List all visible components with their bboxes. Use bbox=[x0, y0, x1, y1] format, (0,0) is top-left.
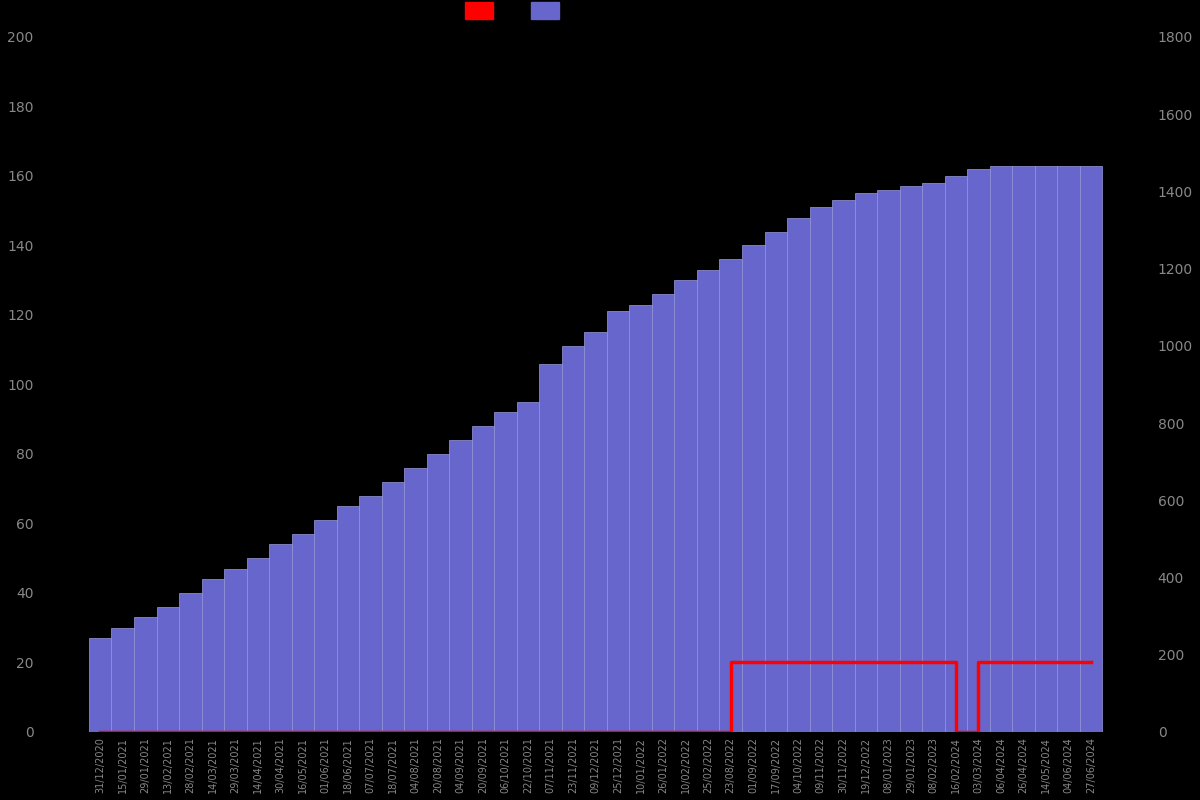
Bar bbox=[697, 270, 720, 732]
Bar bbox=[944, 176, 967, 732]
Bar bbox=[720, 259, 742, 732]
Bar bbox=[89, 638, 112, 732]
Bar bbox=[382, 482, 404, 732]
Bar bbox=[1034, 166, 1057, 732]
Bar bbox=[314, 520, 337, 732]
Bar bbox=[562, 346, 584, 732]
Bar bbox=[877, 190, 900, 732]
Bar bbox=[156, 607, 179, 732]
Bar bbox=[990, 166, 1013, 732]
Bar bbox=[922, 183, 944, 732]
Bar bbox=[810, 207, 832, 732]
Bar bbox=[854, 194, 877, 732]
Bar bbox=[337, 506, 359, 732]
Bar bbox=[764, 231, 787, 732]
Bar bbox=[832, 200, 854, 732]
Bar bbox=[246, 558, 269, 732]
Bar bbox=[179, 593, 202, 732]
Bar bbox=[652, 294, 674, 732]
Bar bbox=[427, 454, 449, 732]
Bar bbox=[584, 332, 607, 732]
Bar bbox=[900, 186, 922, 732]
Bar bbox=[539, 364, 562, 732]
Bar bbox=[1013, 166, 1034, 732]
Legend: , : , bbox=[464, 2, 570, 19]
Bar bbox=[359, 496, 382, 732]
Bar bbox=[517, 402, 539, 732]
Bar bbox=[472, 426, 494, 732]
Bar bbox=[630, 305, 652, 732]
Bar bbox=[224, 569, 246, 732]
Bar bbox=[1057, 166, 1080, 732]
Bar bbox=[202, 579, 224, 732]
Bar bbox=[134, 618, 156, 732]
Bar bbox=[607, 311, 630, 732]
Bar bbox=[674, 280, 697, 732]
Bar bbox=[1080, 166, 1103, 732]
Bar bbox=[742, 246, 764, 732]
Bar bbox=[112, 628, 134, 732]
Bar bbox=[494, 412, 517, 732]
Bar bbox=[404, 468, 427, 732]
Bar bbox=[292, 534, 314, 732]
Bar bbox=[449, 440, 472, 732]
Bar bbox=[269, 544, 292, 732]
Bar bbox=[967, 169, 990, 732]
Bar bbox=[787, 218, 810, 732]
